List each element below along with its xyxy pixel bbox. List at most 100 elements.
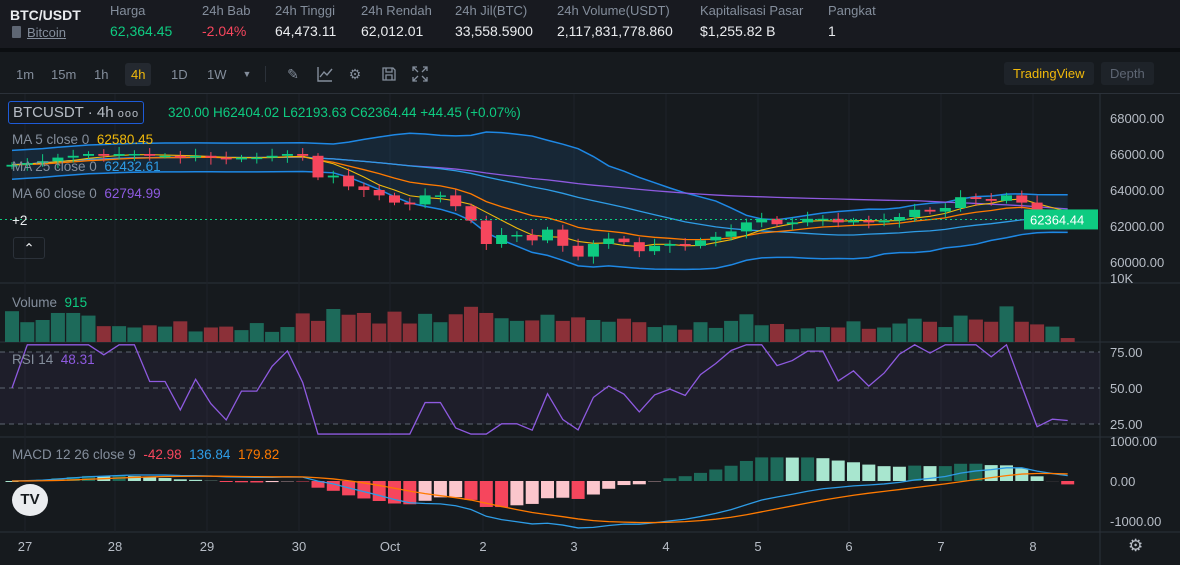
settings-gear-icon[interactable]: ⚙	[348, 66, 362, 82]
interval-1W[interactable]: 1W	[207, 67, 227, 82]
stat-label: 24h Rendah	[361, 3, 432, 18]
macd-histogram-bar	[755, 457, 769, 481]
ma5-label: MA 5 close 0	[12, 132, 90, 147]
symbol-legend-button[interactable]: BTCUSDT · 4h ooo	[8, 101, 145, 124]
chart-settings-icon[interactable]: ⚙	[1128, 536, 1144, 555]
candle	[21, 163, 33, 165]
candle	[67, 155, 79, 158]
macd-histogram-bar	[785, 457, 799, 481]
indicators-chart-icon[interactable]	[317, 66, 333, 82]
volume-bar	[265, 331, 280, 342]
volume-bar	[678, 329, 693, 342]
coin-info-link[interactable]: Bitcoin	[12, 25, 66, 40]
stat-6: Kapitalisasi Pasar $1,255.82 B	[700, 3, 803, 39]
macd-histogram-bar	[709, 469, 723, 481]
depth-tab[interactable]: Depth	[1101, 62, 1154, 85]
time-tick: 30	[292, 539, 306, 554]
interval-dropdown-icon[interactable]: ▼	[242, 69, 252, 79]
volume-bar	[815, 327, 830, 342]
macd-histogram-bar	[495, 481, 509, 508]
stat-3: 24h Rendah 62,012.01	[361, 3, 432, 39]
fullscreen-icon[interactable]	[412, 66, 428, 82]
ma5-value: 62580.45	[96, 132, 154, 147]
candle	[970, 197, 982, 199]
candle	[281, 154, 293, 156]
candle	[83, 154, 94, 156]
rsi-tick: 50.00	[1110, 381, 1143, 396]
tradingview-logo[interactable]: TV	[12, 484, 48, 516]
candle	[526, 235, 538, 241]
divider	[265, 66, 266, 82]
interval-4h[interactable]: 4h	[125, 63, 152, 86]
volume-bar	[617, 318, 631, 342]
volume-bar	[846, 321, 861, 342]
ma60-value: 62794.99	[104, 186, 161, 201]
stat-1: 24h Bab -2.04%	[202, 3, 250, 39]
macd-histogram-bar	[464, 481, 478, 500]
macd-label: MACD 12 26 close 9	[12, 447, 136, 462]
volume-bar	[50, 312, 65, 342]
volume-bar	[418, 313, 433, 342]
macd-histogram-bar	[694, 472, 707, 481]
macd-histogram-bar	[847, 462, 860, 481]
volume-bar	[341, 314, 356, 342]
macd-histogram-bar	[189, 479, 203, 481]
volume-bar	[311, 320, 325, 342]
volume-bar	[739, 314, 754, 342]
candle	[878, 220, 890, 223]
volume-bar	[356, 312, 371, 342]
candle	[266, 155, 278, 158]
more-options-icon[interactable]: ooo	[117, 108, 140, 120]
volume-bar	[1014, 321, 1029, 342]
volume-bar	[984, 321, 999, 342]
ma25-value: 62432.61	[104, 159, 161, 174]
volume-bar	[877, 327, 892, 342]
macd-histogram-bar	[923, 466, 937, 481]
time-tick: 3	[570, 539, 577, 554]
price-chart[interactable]: 68000.00 66000.00 64000.00 62000.00 60000.00…	[0, 94, 1180, 565]
candle	[909, 209, 921, 217]
ma25-label: MA 25 close 0	[12, 159, 97, 174]
volume-bar	[525, 320, 540, 342]
macd-signal-value: 179.82	[237, 447, 280, 462]
ma60-label: MA 60 close 0	[12, 186, 97, 201]
volume-bar	[708, 327, 723, 342]
volume-bar	[632, 322, 647, 342]
candle	[817, 218, 829, 221]
interval-1D[interactable]: 1D	[171, 67, 188, 82]
candle	[404, 202, 416, 205]
candle	[251, 157, 263, 160]
tradingview-tab[interactable]: TradingView	[1004, 62, 1094, 85]
interval-15m[interactable]: 15m	[51, 67, 77, 82]
candle	[542, 229, 553, 241]
volume-bar	[724, 320, 739, 342]
volume-bar	[35, 320, 50, 342]
market-header: BTC/USDT Bitcoin Harga 62,364.45 24h Bab -2…	[0, 0, 1180, 48]
candle	[220, 157, 232, 160]
collapse-legend-button[interactable]: ⌃	[13, 237, 45, 259]
candle	[924, 209, 936, 212]
more-indicators-count[interactable]: +2	[12, 213, 28, 228]
time-tick: 5	[754, 539, 761, 554]
macd-histogram-bar	[908, 465, 922, 481]
candle	[740, 222, 752, 232]
rsi-label: RSI 14	[12, 352, 54, 367]
stat-label: Harga	[110, 3, 146, 18]
candle	[434, 195, 446, 197]
drawing-pen-icon[interactable]: ✎	[287, 66, 299, 82]
time-tick: 8	[1029, 539, 1036, 554]
candle	[756, 218, 768, 223]
volume-bar	[173, 321, 188, 342]
interval-1h[interactable]: 1h	[94, 67, 109, 82]
volume-label: Volume	[12, 295, 58, 310]
candle	[557, 229, 569, 246]
stat-label: 24h Tinggi	[275, 3, 335, 18]
macd-tick: 0.00	[1110, 474, 1135, 489]
macd-histogram-bar	[235, 481, 248, 483]
volume-bar	[402, 323, 417, 342]
interval-1m[interactable]: 1m	[16, 67, 35, 82]
macd-histogram-bar	[602, 481, 616, 489]
candle	[144, 154, 156, 156]
save-icon[interactable]	[381, 66, 397, 82]
stat-value: 62,364.45	[110, 23, 173, 39]
